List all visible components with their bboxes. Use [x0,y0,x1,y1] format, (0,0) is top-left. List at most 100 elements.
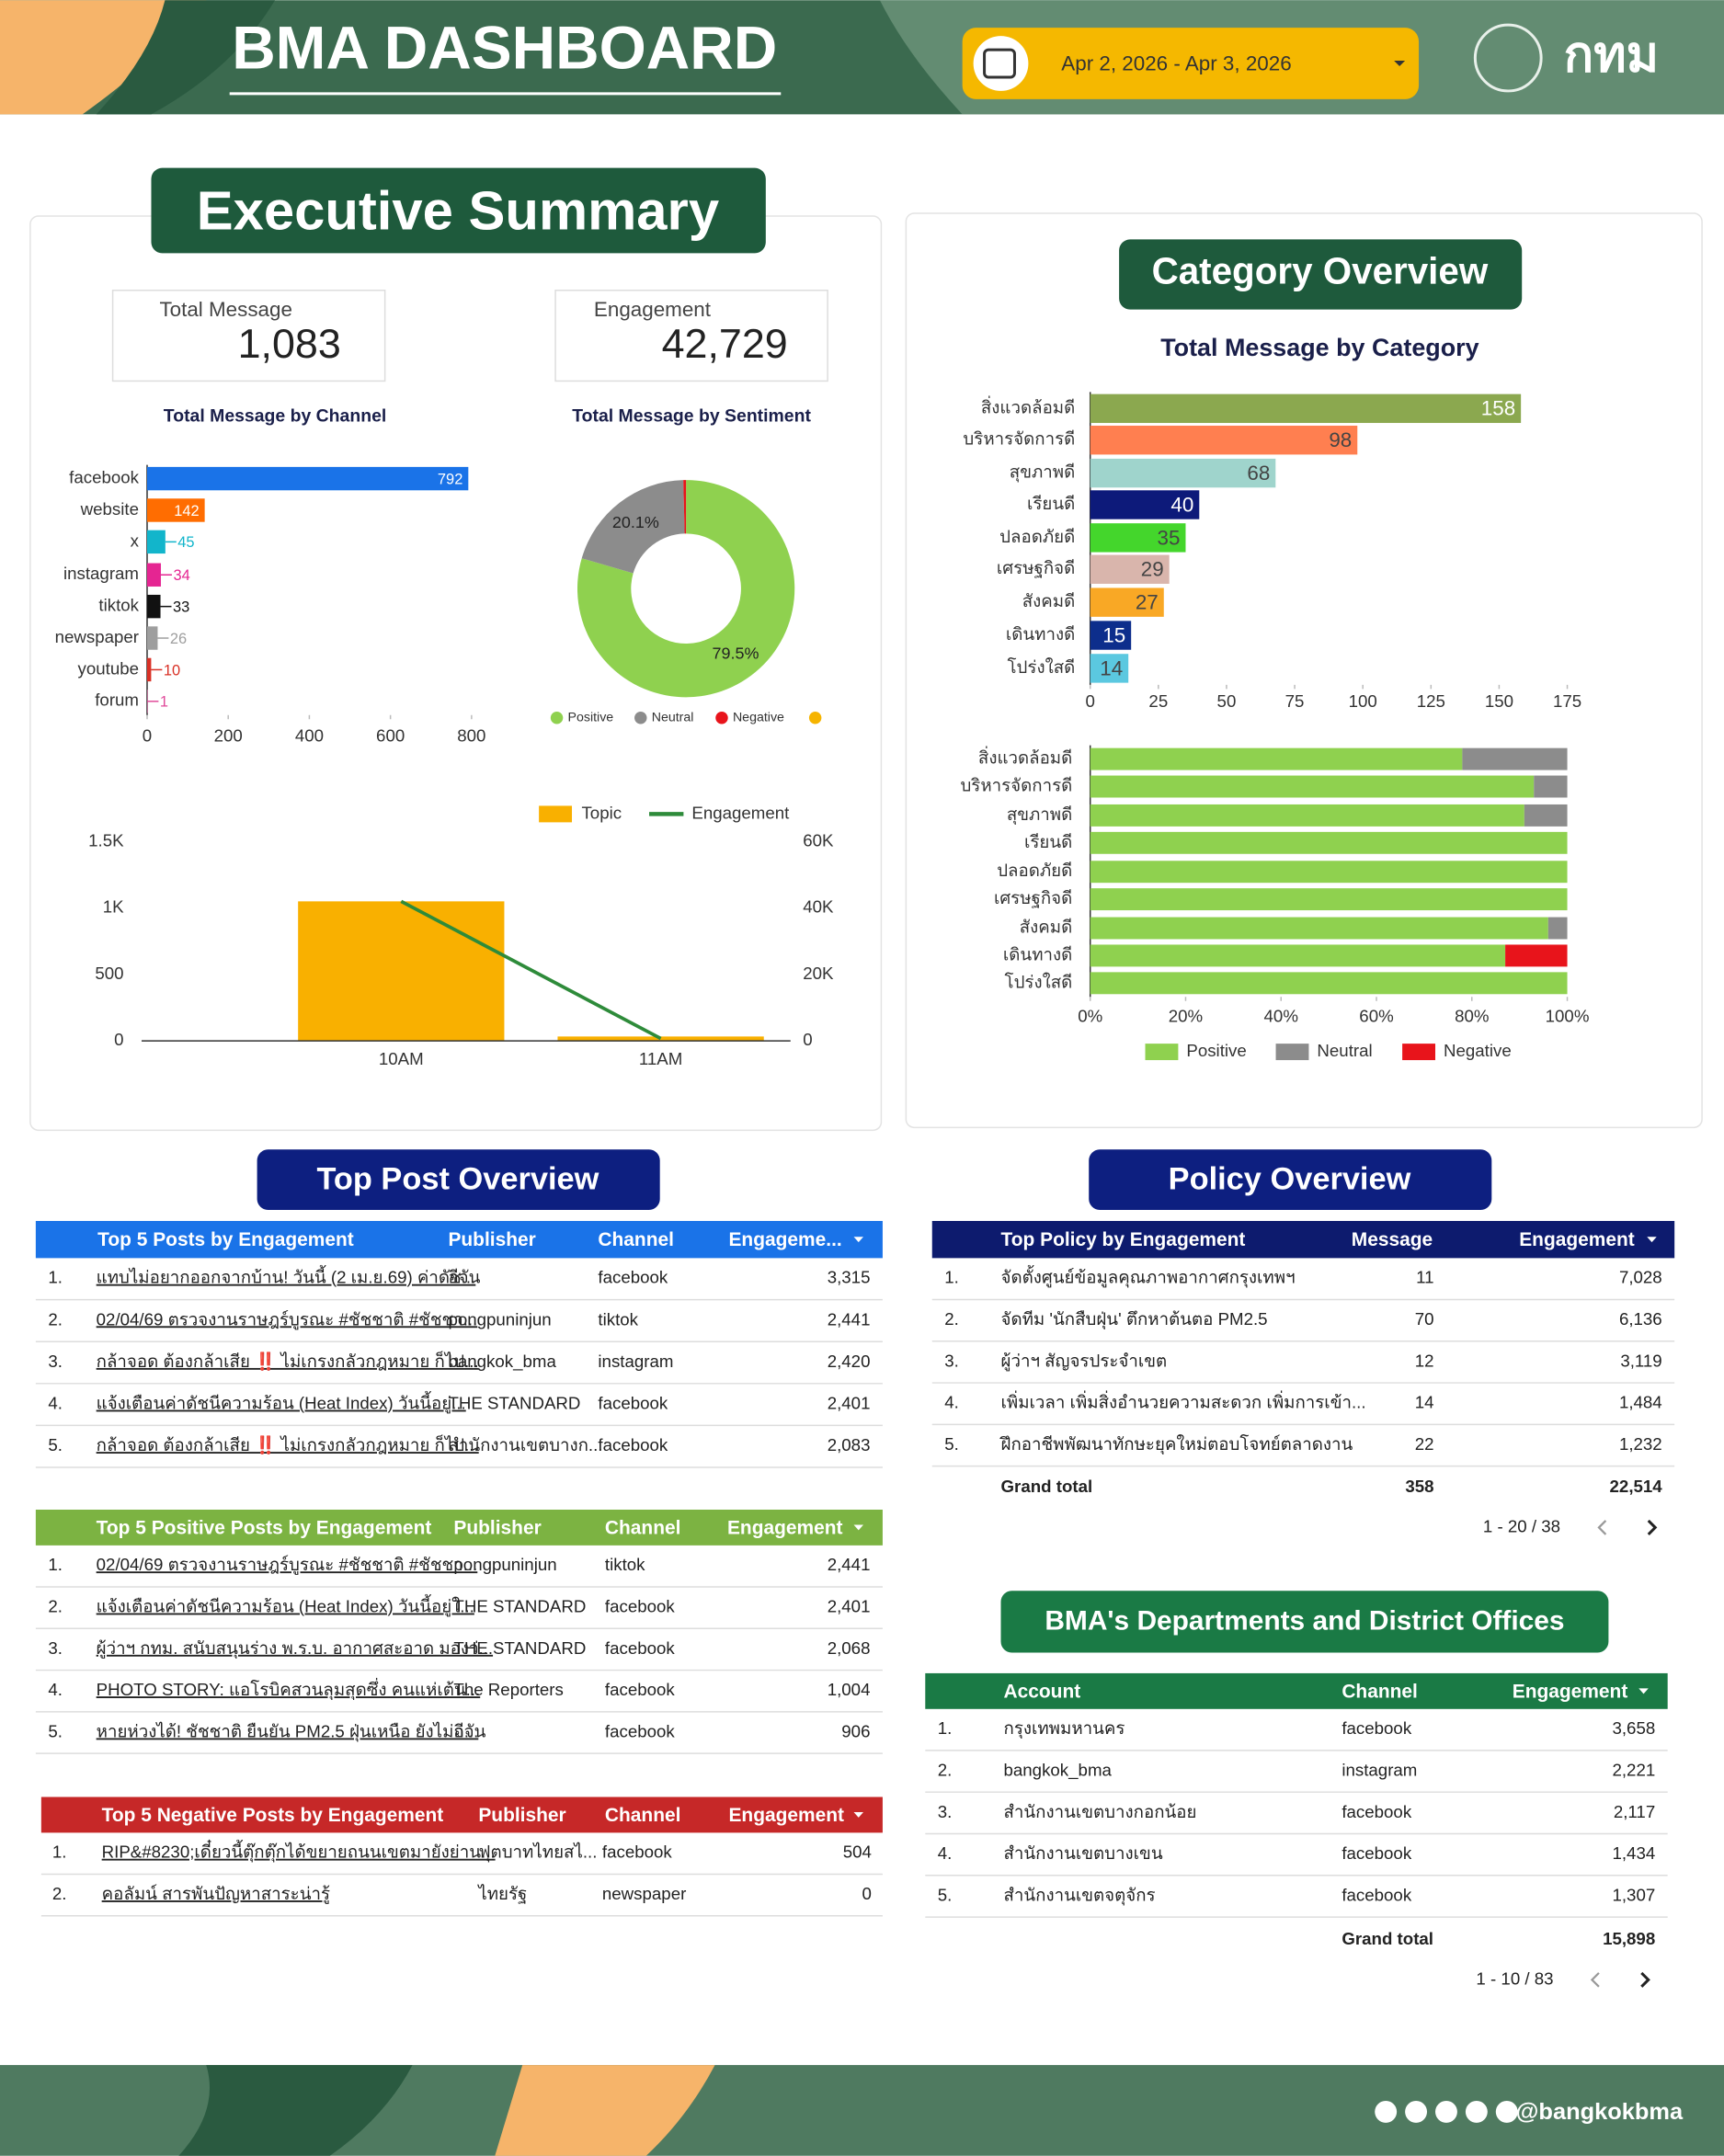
table-cell: 5. [48,1721,63,1740]
table-cell[interactable]: 02/04/69 ตรวจงานราษฎร์บูรณะ #ชัชชาติ #ชั… [97,1555,478,1575]
column-header[interactable]: Top 5 Posts by Engagement [97,1229,354,1250]
column-header[interactable]: Engagement [728,1805,844,1826]
data-label: 1 [160,694,168,711]
table-cell: 3. [48,1638,63,1658]
column-header[interactable]: Top Policy by Engagement [1001,1229,1246,1250]
table-cell: 1,484 [1619,1393,1662,1412]
social-icon[interactable] [1435,2100,1457,2123]
section-pill [257,1149,660,1211]
column-header[interactable]: Top 5 Positive Posts by Engagement [97,1517,432,1538]
x-tick-label: 20% [1169,1007,1203,1026]
section-title: Executive Summary [197,179,719,241]
bar [146,594,161,619]
date-picker[interactable] [962,28,1420,99]
table-cell[interactable]: หายห่วงได้! ชัชชาติ ยืนยัน PM2.5 ฝุ่นเหน… [97,1721,479,1742]
grand-total: 15,898 [1603,1929,1655,1948]
table-cell[interactable]: แจ้งเตือนค่าดัชนีความร้อน (Heat Index) ว… [97,1391,466,1414]
table-cell: 3,119 [1620,1351,1661,1370]
sort-icon[interactable] [853,1524,863,1531]
bar [1090,654,1129,683]
table-header [925,1672,1668,1709]
column-header[interactable]: Channel [598,1229,674,1250]
next-page[interactable] [1647,1519,1658,1535]
kpi-card [111,289,386,382]
table-cell: 2. [944,1309,959,1329]
table-cell[interactable]: คอลัมน์ สารพันปัญหาสาระน่ารู้ [102,1884,330,1904]
x-tick-label: 11AM [639,1049,682,1068]
table-cell: 1,004 [828,1680,871,1699]
column-header[interactable]: Top 5 Negative Posts by Engagement [102,1805,444,1826]
social-icon[interactable] [1405,2100,1428,2123]
bar-segment [1090,747,1463,770]
bar [557,1036,764,1042]
table-cell: 70 [1415,1309,1434,1329]
logo-emblem [1473,23,1543,93]
legend-label: Positive [1186,1041,1246,1060]
table-cell[interactable]: แทบไม่อยากออกจากบ้าน! วันนี้ (2 เม.ย.69)… [97,1265,476,1287]
table-cell: 906 [841,1721,870,1740]
y2-tick-label: 60K [803,830,834,850]
sort-icon[interactable] [1647,1237,1657,1243]
legend-label: Positive [568,711,614,725]
table-cell[interactable]: PHOTO STORY: แอโรบิคสวนลุมสุดซึ่ง คนแห่เ… [97,1678,481,1701]
table-cell[interactable]: กล้าจอด ต้องกล้าเสีย ‼️ ไม่เกรงกลัวกฎหมา… [97,1350,479,1372]
data-label: 26 [170,631,187,647]
social-icon[interactable] [1495,2100,1518,2123]
category-label: เรียนดี [1024,832,1072,851]
column-header[interactable]: Channel [605,1805,681,1826]
column-header[interactable]: Publisher [478,1805,565,1826]
table-cell: newspaper [602,1884,686,1903]
table-cell: 7,028 [1619,1268,1662,1287]
table-header [35,1509,883,1546]
bar [146,530,166,554]
social-icon[interactable] [1375,2100,1398,2123]
column-header[interactable]: Channel [605,1517,681,1538]
section-title: BMA's Departments and District Offices [1045,1605,1564,1636]
column-header[interactable]: Publisher [448,1229,535,1250]
date-range[interactable]: Apr 2, 2026 - Apr 3, 2026 [1061,51,1291,74]
bar [298,901,505,1042]
column-header[interactable]: Channel [1342,1681,1418,1702]
column-header[interactable]: Engageme... [728,1229,841,1250]
table-cell[interactable]: 02/04/69 ตรวจงานราษฎร์บูรณะ #ชัชชาติ #ชั… [97,1309,478,1329]
sort-icon[interactable] [853,1237,863,1243]
y-tick-label: 1.5K [88,830,124,850]
table-cell[interactable]: กล้าจอด ต้องกล้าเสีย ‼️ ไม่เกรงกลัวกฎหมา… [97,1433,479,1455]
table-cell[interactable]: RIP&#8230;เดี๋ยวนี้ตุ๊กตุ๊กได้ขยายถนนเขต… [102,1839,496,1864]
bar-segment [1090,917,1548,940]
prev-page[interactable] [1597,1520,1607,1535]
sort-icon[interactable] [853,1811,863,1818]
data-label: 142 [174,503,199,519]
data-label: 33 [173,599,189,615]
data-label: 29 [1141,558,1164,581]
table-cell[interactable]: แจ้งเตือนค่าดัชนีความร้อน (Heat Index) ว… [97,1594,474,1617]
table-cell: facebook [1342,1885,1412,1904]
prev-page[interactable] [1590,1972,1600,1988]
x-tick-label: 0 [143,726,152,746]
legend-label: Negative [733,711,784,725]
table-cell: สำนักงานเขตบางก... [448,1435,602,1454]
category-label: เศรษฐกิจดี [997,558,1075,578]
table-cell: facebook [1342,1718,1412,1738]
pagination: 1 - 10 / 83 [1476,1968,1553,1988]
table-cell: จัดทีม 'นักสืบฝุ่น' ตึกหาต้นตอ PM2.5 [1001,1309,1268,1330]
column-header[interactable]: Engagement [1513,1681,1628,1702]
column-header[interactable]: Engagement [1519,1229,1635,1250]
column-header[interactable]: Message [1352,1229,1433,1250]
dashboard-title: BMA DASHBOARD [232,13,777,81]
x-tick-label: 75 [1285,691,1305,711]
x-tick-label: 100% [1546,1007,1590,1026]
next-page[interactable] [1640,1971,1650,1988]
column-header[interactable]: Engagement [727,1517,843,1538]
kpi-label: Total Message [159,298,291,321]
sort-icon[interactable] [1638,1688,1649,1694]
column-header[interactable]: Account [1004,1681,1081,1702]
table-cell: 2. [48,1597,63,1616]
table-cell: ผู้ว่าฯ สัญจรประจำเขต [1001,1351,1168,1371]
bar-segment [1505,944,1568,967]
social-icon[interactable] [1465,2100,1488,2123]
table-cell: bangkok_bma [1004,1760,1113,1780]
bar-segment [1090,804,1524,827]
column-header[interactable]: Publisher [453,1517,541,1538]
table-cell[interactable]: ผู้ว่าฯ กทม. สนับสนุนร่าง พ.ร.บ. อากาศสะ… [97,1638,493,1660]
